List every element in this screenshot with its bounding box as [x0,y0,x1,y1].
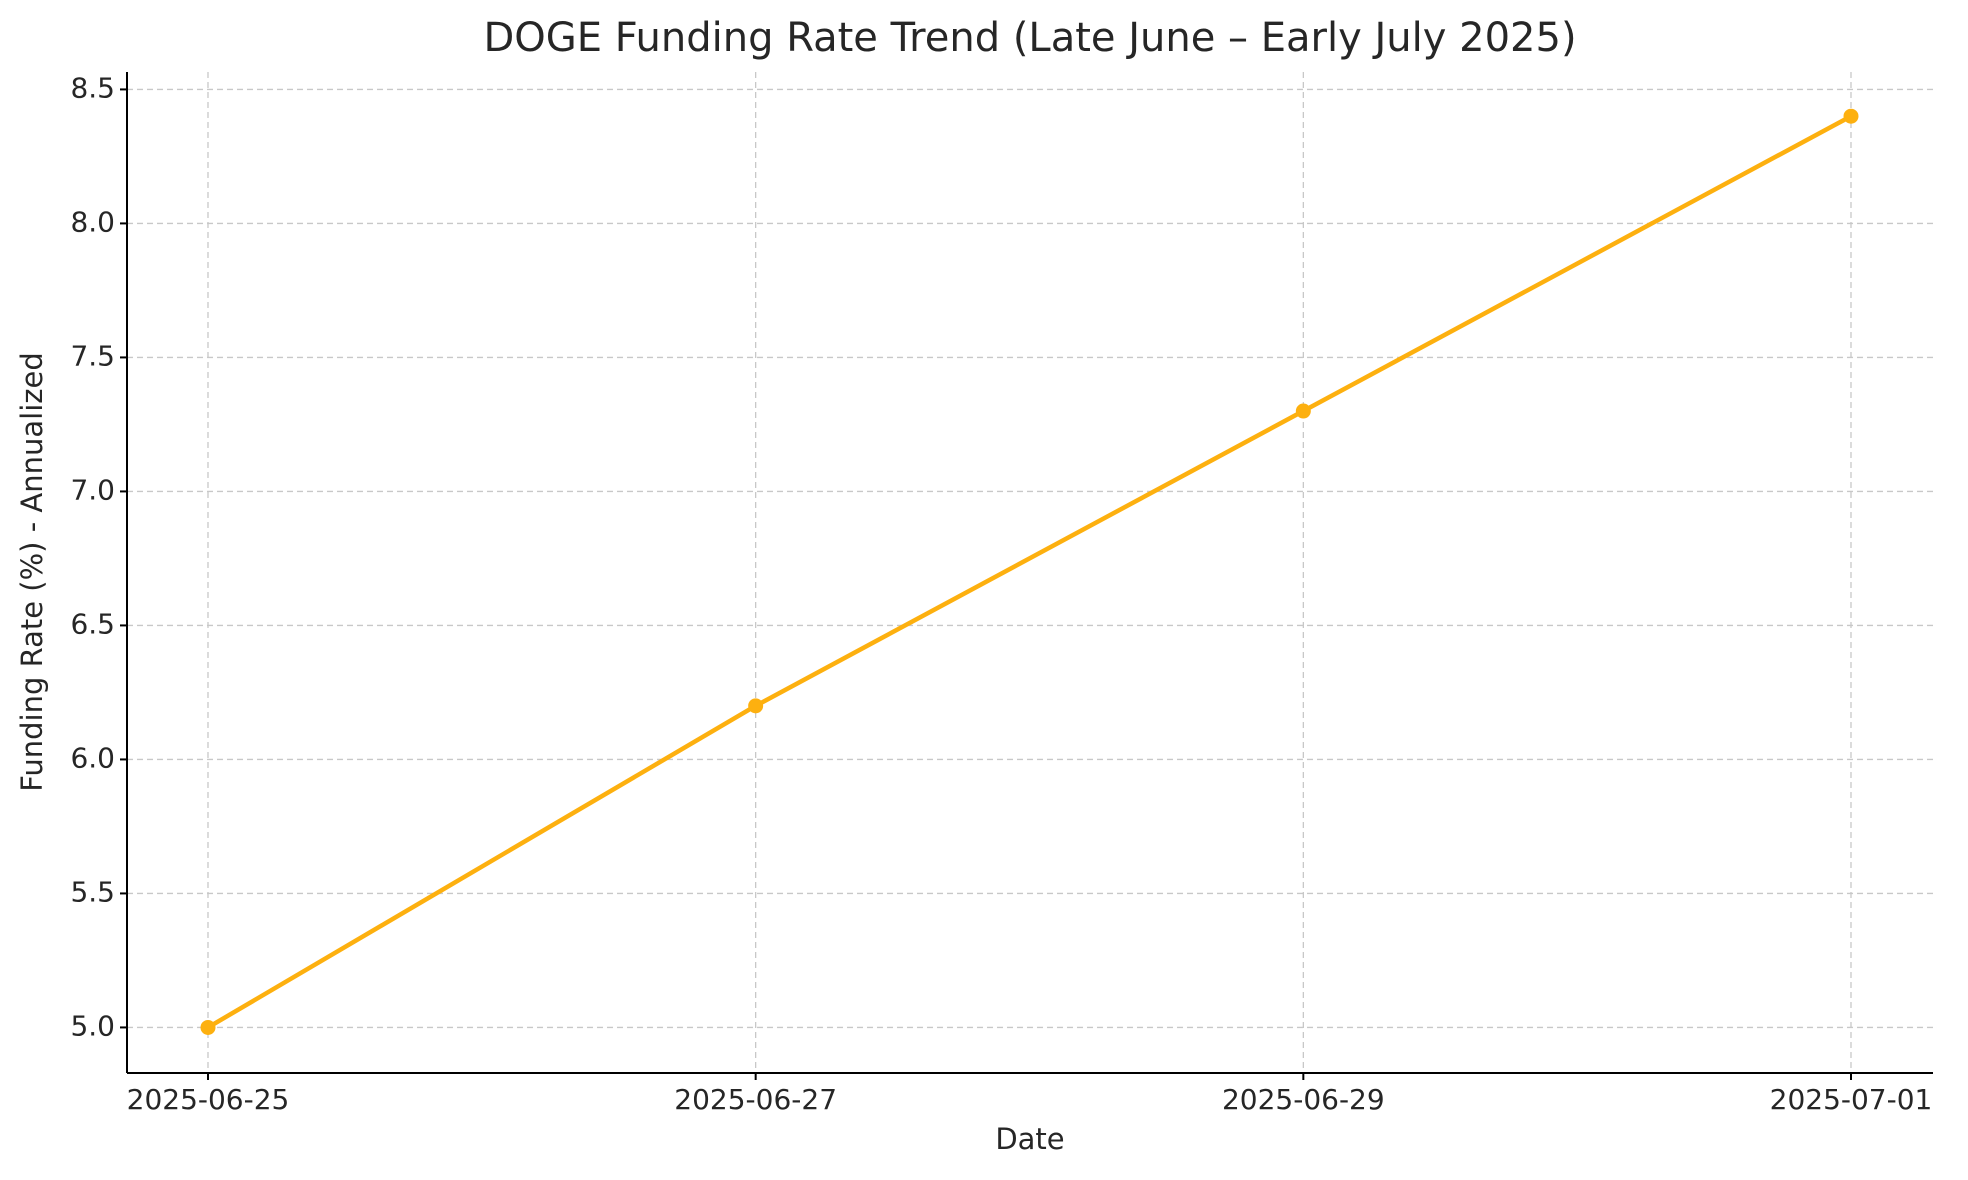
point [200,1019,216,1035]
y-tick-label: 8.5 [70,71,115,104]
point [1295,403,1311,419]
x-tick-label: 2025-07-01 [1770,1083,1933,1116]
x-tick-label: 2025-06-29 [1222,1083,1385,1116]
y-tick-label: 6.0 [70,741,115,774]
point [1843,108,1859,124]
point [748,698,764,714]
x-tick-label: 2025-06-25 [127,1083,290,1116]
line [206,114,1853,1030]
y-axis-label: Funding Rate (%) - Annualized [15,352,49,791]
y-tick-label: 5.0 [70,1009,115,1042]
x-axis-label: Date [995,1122,1064,1156]
y-tick-label: 8.0 [70,205,115,238]
y-tick-label: 5.5 [70,875,115,908]
y-tick-label: 7.0 [70,473,115,506]
chart-title: DOGE Funding Rate Trend (Late June – Ear… [483,15,1576,61]
y-tick-label: 6.5 [70,607,115,640]
y-tick-label: 7.5 [70,339,115,372]
x-tick-label: 2025-06-27 [674,1083,837,1116]
